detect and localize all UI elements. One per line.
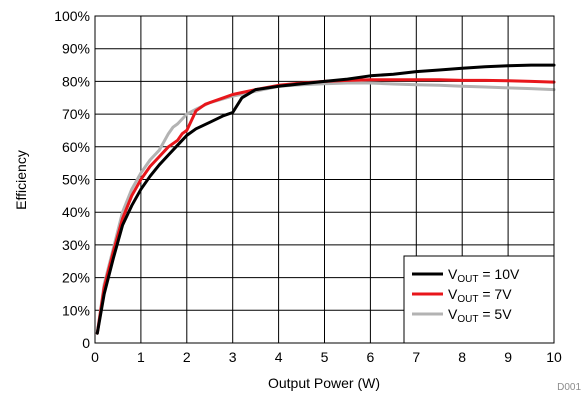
y-tick-label: 0: [82, 335, 90, 351]
x-tick-label: 3: [229, 349, 237, 365]
x-tick-label: 10: [546, 349, 562, 365]
legend-label: VOUT = 10V: [448, 266, 520, 285]
series-line-2: [95, 81, 556, 335]
x-tick-labels: 0 1 2 3 4 5 6 7 8 9 10: [91, 349, 562, 365]
legend-box: [403, 255, 555, 344]
series-lines: [95, 63, 556, 335]
y-tick-label: 80%: [62, 73, 90, 89]
series-line-1: [95, 78, 556, 335]
x-tick-label: 9: [504, 349, 512, 365]
x-tick-label: 6: [367, 349, 375, 365]
y-tick-labels: 0 10% 20% 30% 40% 50% 60% 70% 80% 90% 100%: [54, 8, 90, 351]
y-tick-label: 100%: [54, 8, 90, 24]
y-tick-label: 50%: [62, 172, 90, 188]
figure-code: D001: [557, 382, 581, 393]
y-tick-label: 40%: [62, 204, 90, 220]
x-tick-label: 7: [412, 349, 420, 365]
series-line-0: [95, 63, 556, 335]
y-tick-label: 10%: [62, 302, 90, 318]
y-tick-label: 90%: [62, 41, 90, 57]
legend-label: VOUT = 5V: [448, 306, 512, 325]
x-tick-label: 2: [183, 349, 191, 365]
y-tick-label: 60%: [62, 139, 90, 155]
x-axis-title: Output Power (W): [268, 375, 380, 391]
x-tick-label: 5: [321, 349, 329, 365]
x-tick-label: 4: [275, 349, 283, 365]
x-tick-label: 0: [91, 349, 99, 365]
y-tick-label: 20%: [62, 270, 90, 286]
x-tick-label: 1: [137, 349, 145, 365]
legend-label: VOUT = 7V: [448, 286, 512, 305]
x-tick-label: 8: [458, 349, 466, 365]
plot-border: [94, 15, 555, 344]
y-tick-label: 30%: [62, 237, 90, 253]
y-tick-label: 70%: [62, 106, 90, 122]
y-axis-title: Efficiency: [13, 150, 29, 210]
